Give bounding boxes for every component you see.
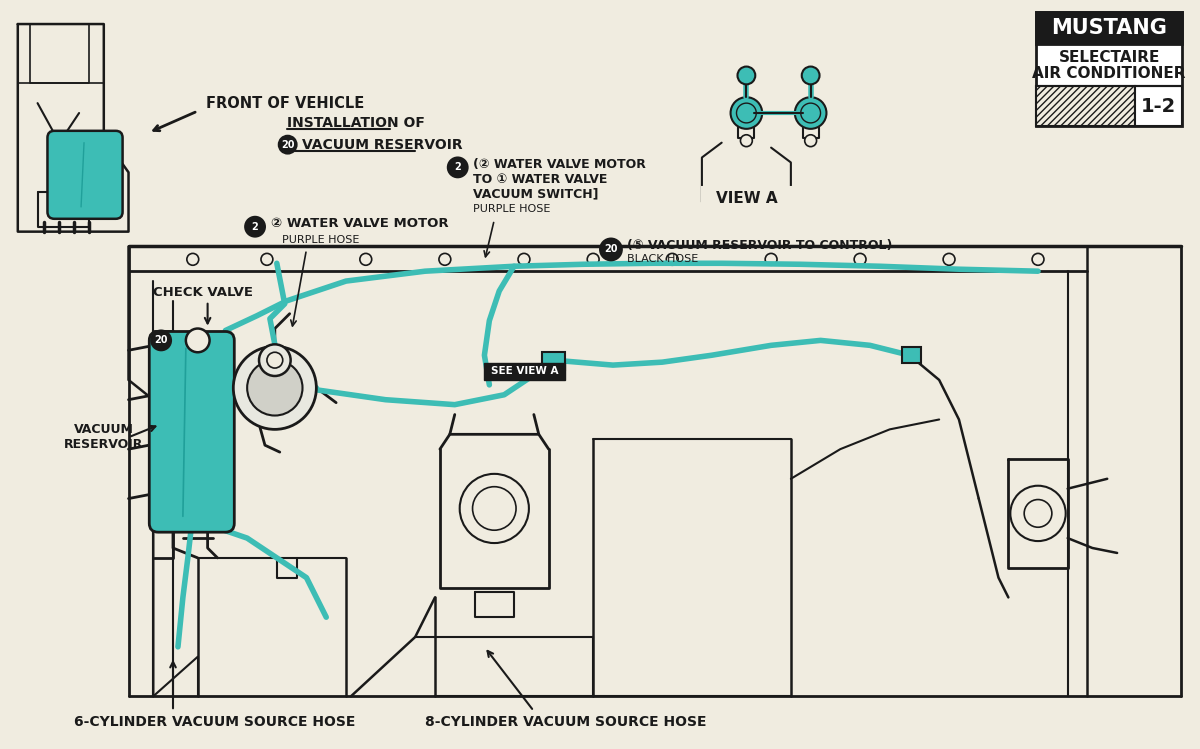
Circle shape xyxy=(187,253,199,265)
Circle shape xyxy=(794,97,827,129)
Text: VACUUM: VACUUM xyxy=(74,423,133,436)
Circle shape xyxy=(259,345,290,376)
Circle shape xyxy=(805,135,816,147)
Text: INSTALLATION OF: INSTALLATION OF xyxy=(287,116,425,130)
Circle shape xyxy=(666,253,678,265)
Text: CHECK VALVE: CHECK VALVE xyxy=(154,286,253,300)
Text: VIEW A: VIEW A xyxy=(715,190,778,205)
Circle shape xyxy=(448,157,468,178)
Circle shape xyxy=(247,360,302,416)
Text: TO ① WATER VALVE: TO ① WATER VALVE xyxy=(473,173,607,186)
Circle shape xyxy=(766,253,778,265)
Circle shape xyxy=(473,487,516,530)
Circle shape xyxy=(245,216,265,237)
Text: SELECTAIRE: SELECTAIRE xyxy=(1058,50,1160,65)
Text: 2: 2 xyxy=(252,222,258,231)
Circle shape xyxy=(731,97,762,129)
Text: FRONT OF VEHICLE: FRONT OF VEHICLE xyxy=(205,96,364,111)
Circle shape xyxy=(738,67,755,85)
Text: RESERVOIR: RESERVOIR xyxy=(64,437,144,451)
Circle shape xyxy=(943,253,955,265)
Circle shape xyxy=(854,253,866,265)
Bar xyxy=(1036,86,1135,126)
Bar xyxy=(1036,12,1182,126)
Text: PURPLE HOSE: PURPLE HOSE xyxy=(473,204,550,214)
Circle shape xyxy=(439,253,451,265)
Text: (② WATER VALVE MOTOR: (② WATER VALVE MOTOR xyxy=(473,158,646,171)
Bar xyxy=(1036,12,1182,43)
Text: PURPLE HOSE: PURPLE HOSE xyxy=(282,234,359,245)
Circle shape xyxy=(360,253,372,265)
Bar xyxy=(1135,86,1182,126)
Circle shape xyxy=(233,346,317,429)
Bar xyxy=(541,352,565,370)
Text: MUSTANG: MUSTANG xyxy=(1051,18,1168,38)
Circle shape xyxy=(1010,485,1066,541)
Circle shape xyxy=(151,330,172,351)
Text: 6-CYLINDER VACUUM SOURCE HOSE: 6-CYLINDER VACUUM SOURCE HOSE xyxy=(74,715,355,729)
Bar xyxy=(901,348,922,363)
Text: 20: 20 xyxy=(155,336,168,345)
Text: ② WATER VALVE MOTOR: ② WATER VALVE MOTOR xyxy=(271,217,449,230)
Text: VACUUM RESERVOIR: VACUUM RESERVOIR xyxy=(301,138,462,151)
Text: 8-CYLINDER VACUUM SOURCE HOSE: 8-CYLINDER VACUUM SOURCE HOSE xyxy=(425,715,707,729)
Text: AIR CONDITIONER: AIR CONDITIONER xyxy=(1032,66,1186,81)
Bar xyxy=(485,363,565,380)
Circle shape xyxy=(800,103,821,123)
Circle shape xyxy=(737,103,756,123)
Circle shape xyxy=(600,239,622,261)
Circle shape xyxy=(587,253,599,265)
Circle shape xyxy=(1032,253,1044,265)
Circle shape xyxy=(518,253,530,265)
FancyBboxPatch shape xyxy=(149,332,234,533)
Circle shape xyxy=(186,329,210,352)
Text: 20: 20 xyxy=(281,139,294,150)
Text: 2: 2 xyxy=(455,163,461,172)
Text: SEE VIEW A: SEE VIEW A xyxy=(491,366,559,376)
Circle shape xyxy=(260,253,272,265)
Circle shape xyxy=(278,136,296,154)
Circle shape xyxy=(460,474,529,543)
Circle shape xyxy=(266,352,283,368)
Text: VACUUM SWITCH]: VACUUM SWITCH] xyxy=(473,187,598,201)
Text: 1-2: 1-2 xyxy=(1141,97,1176,115)
Text: (⑤ VACUUM RESERVOIR TO CONTROL): (⑤ VACUUM RESERVOIR TO CONTROL) xyxy=(626,239,892,252)
Circle shape xyxy=(1024,500,1052,527)
Text: BLACK HOSE: BLACK HOSE xyxy=(626,255,698,264)
Text: 20: 20 xyxy=(604,244,618,255)
Bar xyxy=(702,187,791,209)
FancyBboxPatch shape xyxy=(48,131,122,219)
Circle shape xyxy=(740,135,752,147)
Circle shape xyxy=(802,67,820,85)
